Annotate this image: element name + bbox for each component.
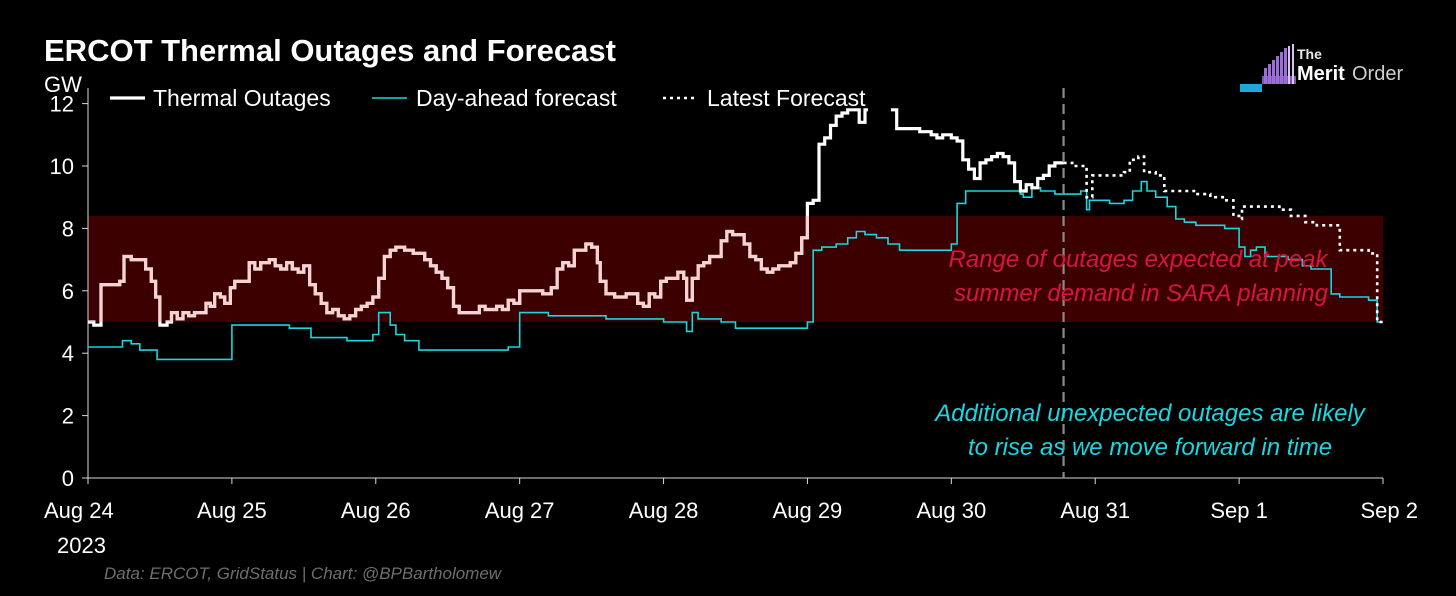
legend-outages-label: Thermal Outages xyxy=(153,85,331,111)
x-tick-label: Sep 1 xyxy=(1210,498,1268,523)
x-tick-label: Aug 25 xyxy=(197,498,267,523)
x-tick-label: Sep 2 xyxy=(1361,498,1419,523)
x-tick-label: Aug 27 xyxy=(485,498,555,523)
x-tick-label: Aug 31 xyxy=(1060,498,1130,523)
thermal-outages-line-in-band xyxy=(88,215,809,322)
y-tick-label: 8 xyxy=(62,216,74,241)
y-tick-label: 2 xyxy=(62,404,74,429)
y-tick-label: 0 xyxy=(62,466,74,491)
logo-the-text: The xyxy=(1297,46,1322,62)
merit-order-logo: The Merit Order xyxy=(1240,42,1430,102)
legend-latest-label: Latest Forecast xyxy=(707,85,866,111)
x-year-label: 2023 xyxy=(57,533,106,558)
x-tick-label: Aug 30 xyxy=(916,498,986,523)
sara-range-label: Range of outages expected at peak xyxy=(949,246,1330,273)
y-axis-unit: GW xyxy=(44,72,82,97)
dayahead-forecast-line xyxy=(88,180,1383,361)
y-tick-label: 12 xyxy=(50,92,74,117)
x-tick-label: Aug 29 xyxy=(773,498,843,523)
chart-title: ERCOT Thermal Outages and Forecast xyxy=(44,33,616,68)
y-tick-label: 10 xyxy=(50,154,74,179)
latest-forecast-line xyxy=(1063,155,1383,324)
merit-order-bars-icon xyxy=(1240,44,1296,92)
forecast-note: to rise as we move forward in time xyxy=(968,434,1332,461)
x-tick-label: Aug 24 xyxy=(44,498,114,523)
chart-source: Data: ERCOT, GridStatus | Chart: @BPBart… xyxy=(104,564,502,583)
y-tick-label: 6 xyxy=(62,279,74,304)
sara-range-label: summer demand in SARA planning xyxy=(954,280,1329,307)
y-tick-label: 4 xyxy=(62,341,74,366)
forecast-note: Additional unexpected outages are likely xyxy=(933,400,1367,427)
thermal-outages-line xyxy=(890,108,1064,193)
x-tick-label: Aug 26 xyxy=(341,498,411,523)
logo-order-text: Order xyxy=(1352,63,1404,85)
x-tick-label: Aug 28 xyxy=(629,498,699,523)
legend-dayahead-label: Day-ahead forecast xyxy=(416,85,617,111)
logo-merit-text: Merit xyxy=(1297,63,1345,85)
